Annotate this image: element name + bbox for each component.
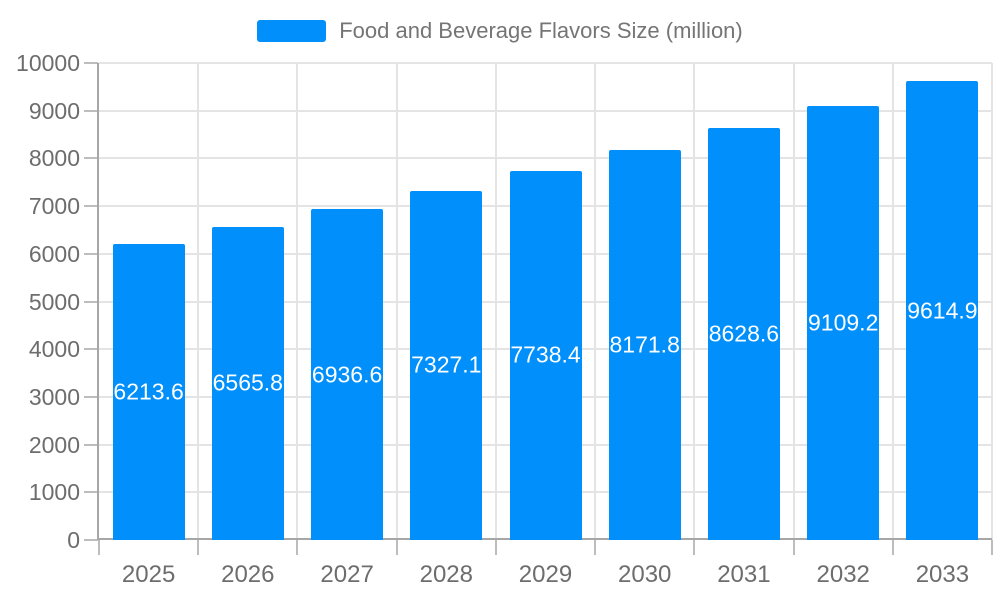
y-axis-label: 7000 [28, 193, 80, 220]
gridline-vertical [296, 63, 299, 540]
x-axis-tick [494, 540, 497, 555]
gridline-vertical [395, 63, 398, 540]
gridline-vertical [197, 63, 200, 540]
legend-swatch-icon [257, 20, 327, 42]
gridline-horizontal [99, 157, 992, 160]
bar-value-label: 9614.9 [907, 297, 978, 324]
gridline-horizontal [99, 109, 992, 112]
y-axis-label: 1000 [28, 479, 80, 506]
bar-2032[interactable]: 9109.2 [807, 105, 880, 540]
chart-legend: Food and Beverage Flavors Size (million) [0, 17, 1000, 45]
bar-value-label: 6565.8 [212, 369, 283, 396]
y-axis-tick [84, 443, 98, 446]
y-axis-tick [84, 395, 98, 398]
x-axis-label-2028: 2028 [419, 561, 473, 588]
x-axis-label-2029: 2029 [518, 561, 573, 588]
y-axis-label: 0 [67, 527, 80, 553]
y-axis-label: 8000 [28, 145, 80, 172]
x-axis-tick [693, 540, 696, 555]
x-axis-label-2025: 2025 [121, 561, 176, 588]
y-axis-tick [84, 491, 98, 494]
bar-value-label: 7738.4 [510, 341, 581, 368]
gridline-horizontal [99, 62, 992, 64]
x-axis-label-2033: 2033 [915, 561, 970, 588]
x-axis-tick [98, 540, 100, 555]
y-axis-line [97, 63, 99, 540]
y-axis-tick [84, 252, 98, 255]
x-axis-tick [594, 540, 597, 555]
gridline-vertical [594, 63, 597, 540]
x-axis-tick [891, 540, 894, 555]
y-axis-label: 5000 [28, 288, 80, 315]
y-axis-tick [84, 62, 98, 64]
bar-value-label: 9109.2 [808, 309, 879, 336]
bar-2025[interactable]: 6213.6 [112, 243, 185, 540]
bar-2026[interactable]: 6565.8 [211, 226, 284, 540]
x-axis-label-2032: 2032 [816, 561, 870, 588]
gridline-vertical [792, 63, 795, 540]
y-axis-tick [84, 348, 98, 351]
bar-2029[interactable]: 7738.4 [509, 170, 582, 540]
x-axis-label-2027: 2027 [320, 561, 374, 588]
gridline-vertical [494, 63, 497, 540]
x-axis-tick [991, 540, 993, 555]
y-axis-label: 10000 [16, 50, 80, 76]
bar-value-label: 7327.1 [411, 351, 482, 378]
bar-2027[interactable]: 6936.6 [311, 209, 384, 540]
x-axis-tick [792, 540, 795, 555]
x-axis-tick [197, 540, 200, 555]
gridline-vertical [693, 63, 696, 540]
legend-item[interactable]: Food and Beverage Flavors Size (million) [257, 17, 743, 45]
y-axis-tick [84, 300, 98, 303]
y-axis-label: 9000 [28, 97, 80, 124]
bar-value-label: 8171.8 [609, 331, 680, 358]
bar-value-label: 6936.6 [311, 361, 383, 388]
y-axis-label: 6000 [28, 240, 80, 267]
y-axis-label: 3000 [28, 383, 80, 410]
y-axis-label: 2000 [28, 431, 80, 458]
gridline-vertical [991, 63, 993, 540]
x-axis-tick [395, 540, 398, 555]
gridline-vertical [891, 63, 894, 540]
x-axis-label-2026: 2026 [221, 561, 275, 588]
bar-2031[interactable]: 8628.6 [707, 128, 780, 540]
x-axis-label-2031: 2031 [717, 561, 771, 588]
y-axis-tick [84, 109, 98, 112]
bar-2033[interactable]: 9614.9 [906, 81, 979, 540]
x-axis-tick [296, 540, 299, 555]
x-axis-label-2030: 2030 [617, 561, 672, 588]
y-axis-tick [84, 205, 98, 208]
y-axis-tick [84, 157, 98, 160]
bar-2028[interactable]: 7327.1 [410, 190, 483, 540]
bar-value-label: 8628.6 [708, 320, 780, 347]
y-axis-tick [84, 539, 98, 541]
bar-value-label: 6213.6 [113, 378, 184, 405]
bar-2030[interactable]: 8171.8 [608, 150, 681, 540]
legend-label: Food and Beverage Flavors Size (million) [339, 18, 743, 43]
y-axis-label: 4000 [28, 336, 80, 363]
